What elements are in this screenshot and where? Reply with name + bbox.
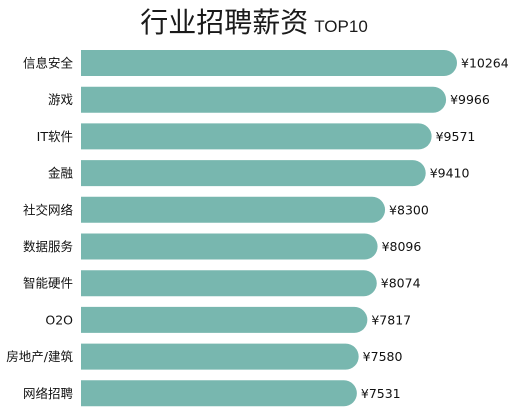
value-label: ¥9571 [436,129,476,144]
category-label: 游戏 [48,92,73,107]
value-label: ¥8096 [382,239,422,254]
value-label: ¥9410 [430,166,470,181]
bar-8 [81,306,368,333]
category-label: O2O [45,312,73,327]
bar-10 [81,380,357,407]
bar-2 [81,86,447,113]
labels-layer: 信息安全 ¥10264 游戏 ¥9966 IT软件 ¥9571 金融 ¥9410 社交网络 ¥83… [6,56,508,401]
category-label: 社交网络 [23,202,74,217]
bar-6 [81,233,378,260]
bar-3 [81,123,432,150]
value-label: ¥8074 [381,276,421,291]
bar-7 [81,270,377,297]
value-label: ¥10264 [461,56,508,71]
category-label: 智能硬件 [23,276,73,291]
chart-title-suffix: TOP10 [314,17,368,36]
value-label: ¥8300 [389,202,429,217]
category-label: 数据服务 [23,239,73,254]
category-label: 信息安全 [23,56,74,71]
category-label: 房地产/建筑 [6,349,73,364]
category-label: 金融 [48,166,74,181]
value-label: ¥7531 [361,386,401,401]
value-label: ¥7580 [363,349,403,364]
bar-9 [81,343,359,370]
value-label: ¥9966 [450,92,490,107]
category-label: 网络招聘 [23,386,73,401]
category-label: IT软件 [37,129,73,144]
bar-4 [81,160,426,187]
bar-5 [81,196,386,223]
bars-layer [81,50,457,407]
chart-title-main: 行业招聘薪资 [140,6,309,39]
value-label: ¥7817 [371,312,411,327]
bar-1 [81,50,457,76]
chart-title: 行业招聘薪资 TOP10 [0,0,508,46]
